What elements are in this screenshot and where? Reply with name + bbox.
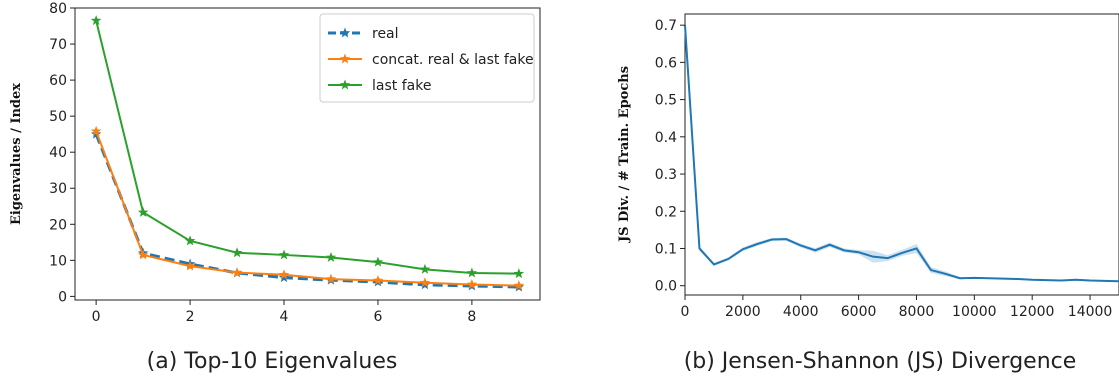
eigenvalue-chart: 0 2 4 6 8 0 10 20 30 40 50 60 70 80 Eigenvalues / In… <box>9 1 541 374</box>
x-tick-label: 2 <box>186 309 195 325</box>
data-point <box>513 268 525 279</box>
x-tick-label: 0 <box>681 304 690 320</box>
x-tick-label: 10000 <box>952 304 997 320</box>
legend-label: real <box>372 26 399 42</box>
data-point <box>231 247 243 258</box>
data-point <box>513 280 525 291</box>
js-divergence-line <box>684 25 1119 283</box>
js-y-axis-label: JS Div. / # Train. Epochs <box>617 66 632 243</box>
y-tick-label: 80 <box>49 1 67 17</box>
x-tick-label: 12000 <box>1010 304 1055 320</box>
caption-a: (a) Top-10 Eigenvalues <box>147 349 398 374</box>
data-point <box>184 235 196 246</box>
data-point <box>325 273 337 284</box>
caption-b: (b) Jensen-Shannon (JS) Divergence <box>684 349 1077 374</box>
y-tick-label: 0.4 <box>655 130 677 146</box>
legend-label: last fake <box>372 78 431 94</box>
data-point <box>419 277 431 288</box>
data-point <box>278 272 290 283</box>
y-tick-label: 70 <box>49 37 67 53</box>
data-point <box>466 279 478 289</box>
y-tick-label: 40 <box>49 145 67 161</box>
legend-marker <box>339 79 351 90</box>
y-tick-label: 0.7 <box>655 18 677 34</box>
data-point <box>90 125 102 136</box>
x-tick-label: 8000 <box>899 304 935 320</box>
y-tick-label: 0.6 <box>655 55 677 71</box>
data-point <box>90 15 102 26</box>
data-point <box>278 269 290 280</box>
js-divergence-chart: 0 2000 4000 6000 8000 10000 12000 14000 0.0 0.1 0… <box>617 13 1119 374</box>
legend-marker <box>339 27 351 38</box>
data-point <box>372 256 384 267</box>
series-line-2 <box>95 20 519 275</box>
y-tick-label: 60 <box>49 73 67 89</box>
data-point <box>372 275 384 285</box>
data-point <box>278 249 290 260</box>
x-tick-label: 4000 <box>783 304 819 320</box>
y-tick-label: 0.3 <box>655 167 677 183</box>
y-tick-label: 0.2 <box>655 204 677 220</box>
series-line-0 <box>94 133 519 289</box>
data-point <box>419 263 431 274</box>
y-tick-label: 50 <box>49 109 67 125</box>
data-point <box>231 267 243 278</box>
y-tick-label: 0 <box>58 289 67 305</box>
y-tick-label: 30 <box>49 181 67 197</box>
legend-box <box>319 13 535 103</box>
js-plot-area <box>684 13 1119 296</box>
data-point <box>466 267 478 278</box>
data-point <box>325 251 337 262</box>
series-line-1 <box>95 130 519 287</box>
eigenvalue-legend: real concat. real & last fake last fake <box>319 13 535 103</box>
x-tick-label: 2000 <box>725 304 761 320</box>
x-tick-label: 8 <box>467 309 476 325</box>
legend-marker <box>339 53 351 64</box>
y-tick-label: 10 <box>49 253 67 269</box>
data-point <box>137 206 149 217</box>
y-tick-label: 20 <box>49 217 67 233</box>
data-point <box>184 260 196 271</box>
data-point <box>137 249 149 260</box>
x-tick-label: 14000 <box>1068 304 1113 320</box>
x-tick-label: 6000 <box>841 304 877 320</box>
x-tick-label: 6 <box>373 309 382 325</box>
x-tick-label: 0 <box>92 309 101 325</box>
legend-label: concat. real & last fake <box>372 52 534 68</box>
y-tick-label: 0.0 <box>655 279 677 295</box>
x-tick-label: 4 <box>280 309 289 325</box>
y-tick-label: 0.1 <box>655 241 677 257</box>
eigenvalue-y-axis-label: Eigenvalues / Index <box>9 83 24 225</box>
y-tick-label: 0.5 <box>655 93 677 109</box>
